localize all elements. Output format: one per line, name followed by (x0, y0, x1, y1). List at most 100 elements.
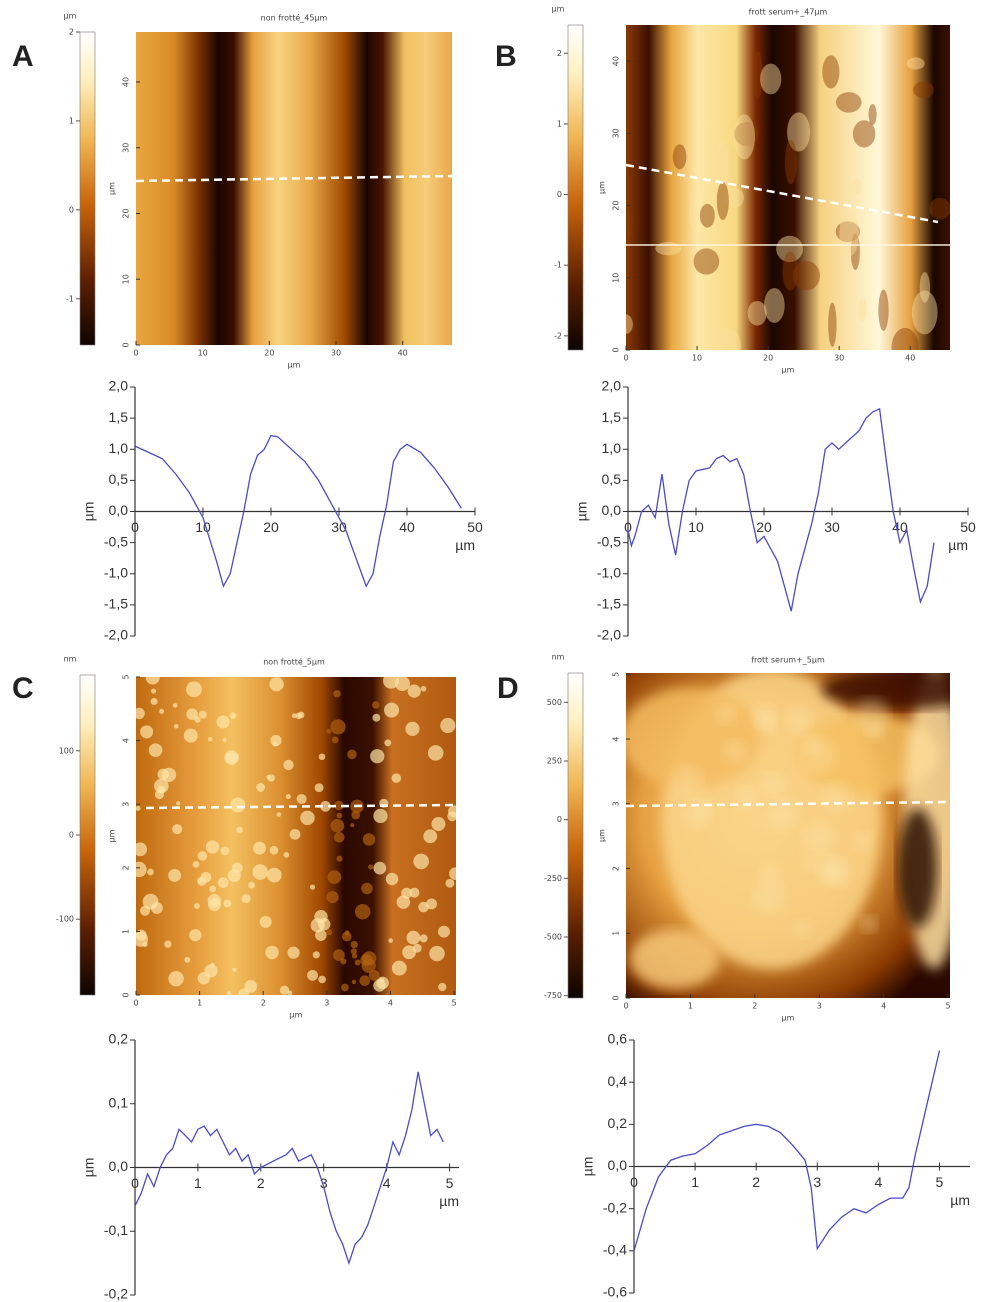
afm-grain (142, 893, 159, 910)
afm-grain (227, 869, 241, 883)
afm-grain (236, 826, 243, 834)
image-y-tick-label: 2 (122, 865, 131, 870)
profile-path (625, 800, 951, 808)
colorbar (567, 24, 584, 351)
y-tick-label: 0,5 (602, 471, 622, 487)
y-tick-label: 0,0 (109, 1158, 129, 1174)
x-axis-label: µm (455, 537, 475, 553)
afm-grain (350, 948, 357, 955)
afm-grain (787, 112, 811, 152)
afm-grain (626, 314, 633, 335)
afm-grain (267, 774, 275, 782)
image-y-tick-label: 20 (122, 208, 131, 218)
afm-grain (248, 881, 256, 889)
afm-grain (429, 945, 445, 962)
afm-grain (370, 749, 385, 764)
afm-grain (209, 885, 217, 893)
afm-image (136, 32, 452, 345)
afm-grain (173, 723, 179, 729)
image-y-tick-label: 5 (122, 674, 131, 679)
afm-grain (391, 773, 402, 783)
afm-grain (802, 855, 819, 873)
y-tick-label: -2,0 (597, 627, 621, 643)
afm-grain (420, 685, 427, 692)
afm-grain (853, 832, 873, 852)
x-tick-label: 0 (624, 519, 632, 535)
y-tick-label: -1,0 (104, 564, 128, 580)
afm-grain (906, 57, 925, 70)
image-y-tick-label: 20 (612, 200, 621, 210)
afm-grain (310, 918, 325, 933)
y-tick-label: -1,5 (104, 596, 128, 612)
x-tick-label: 1 (691, 1174, 699, 1190)
image-x-tick-label: 1 (688, 1002, 693, 1011)
afm-grain (373, 861, 387, 875)
image-x-tick-label: 1 (197, 999, 202, 1008)
colorbar (79, 31, 96, 346)
afm-grain (318, 753, 326, 761)
afm-grain (136, 842, 148, 857)
afm-image (136, 677, 456, 995)
afm-grain (891, 327, 919, 350)
afm-grain (379, 977, 385, 983)
image-x-tick-label: 30 (834, 354, 844, 363)
image-x-label: µm (782, 366, 795, 375)
afm-grain (176, 801, 181, 806)
afm-grain (672, 144, 687, 170)
afm-grain (354, 959, 361, 966)
colorbar-tick-label: 250 (547, 756, 562, 765)
image-y-tick-label: 10 (122, 274, 131, 284)
y-axis-label: µm (81, 502, 97, 522)
afm-grain (716, 182, 729, 221)
x-axis-label: µm (948, 537, 968, 553)
afm-grain (150, 697, 158, 706)
afm-grain (266, 867, 282, 883)
afm-grain (835, 92, 862, 113)
afm-grain (689, 188, 699, 229)
y-tick-label: -0,2 (104, 1286, 128, 1302)
afm-grain (151, 688, 157, 694)
afm-grain (396, 895, 411, 909)
image-y-tick-label: 1 (122, 929, 131, 934)
afm-grain (217, 877, 229, 888)
afm-grain (164, 940, 172, 948)
x-tick-label: 2 (752, 1174, 760, 1190)
profile-line (134, 1071, 444, 1266)
afm-grain (140, 725, 154, 739)
image-x-tick-label: 0 (133, 349, 138, 358)
afm-grain (409, 887, 420, 898)
y-tick-label: 1,0 (602, 440, 622, 456)
afm-grain (753, 881, 786, 914)
afm-grain (816, 855, 846, 885)
image-x-tick-label: 30 (331, 349, 341, 358)
afm-grain (289, 828, 301, 840)
afm-grain (147, 868, 154, 876)
profile-line (627, 407, 935, 612)
afm-grain (326, 890, 339, 904)
image-title: non frotté_5µm (263, 657, 325, 667)
y-tick-label: 1,0 (109, 440, 129, 456)
afm-grain (368, 864, 374, 870)
y-tick-label: -1,5 (597, 596, 621, 612)
afm-image (626, 673, 950, 998)
x-tick-label: 5 (446, 1175, 454, 1191)
afm-grain (626, 206, 633, 245)
image-x-tick-label: 20 (264, 349, 274, 358)
afm-grain (373, 808, 388, 824)
afm-grain (449, 867, 456, 880)
image-x-label: µm (782, 1014, 795, 1023)
afm-grain (327, 870, 342, 885)
x-tick-label: 50 (467, 519, 483, 535)
y-tick-label: 0,2 (109, 1031, 129, 1047)
colorbar-tick-label: 1 (69, 116, 74, 125)
image-y-tick-label: 5 (612, 672, 621, 677)
colorbar-tick-label: 100 (59, 746, 74, 755)
afm-grain (198, 710, 207, 719)
image-y-label: µm (108, 182, 117, 195)
afm-grain (784, 707, 812, 735)
colorbar-tick-label: 0 (557, 815, 562, 824)
afm-grain (860, 915, 878, 933)
y-axis-label: µm (574, 502, 590, 522)
afm-grain (383, 677, 399, 689)
